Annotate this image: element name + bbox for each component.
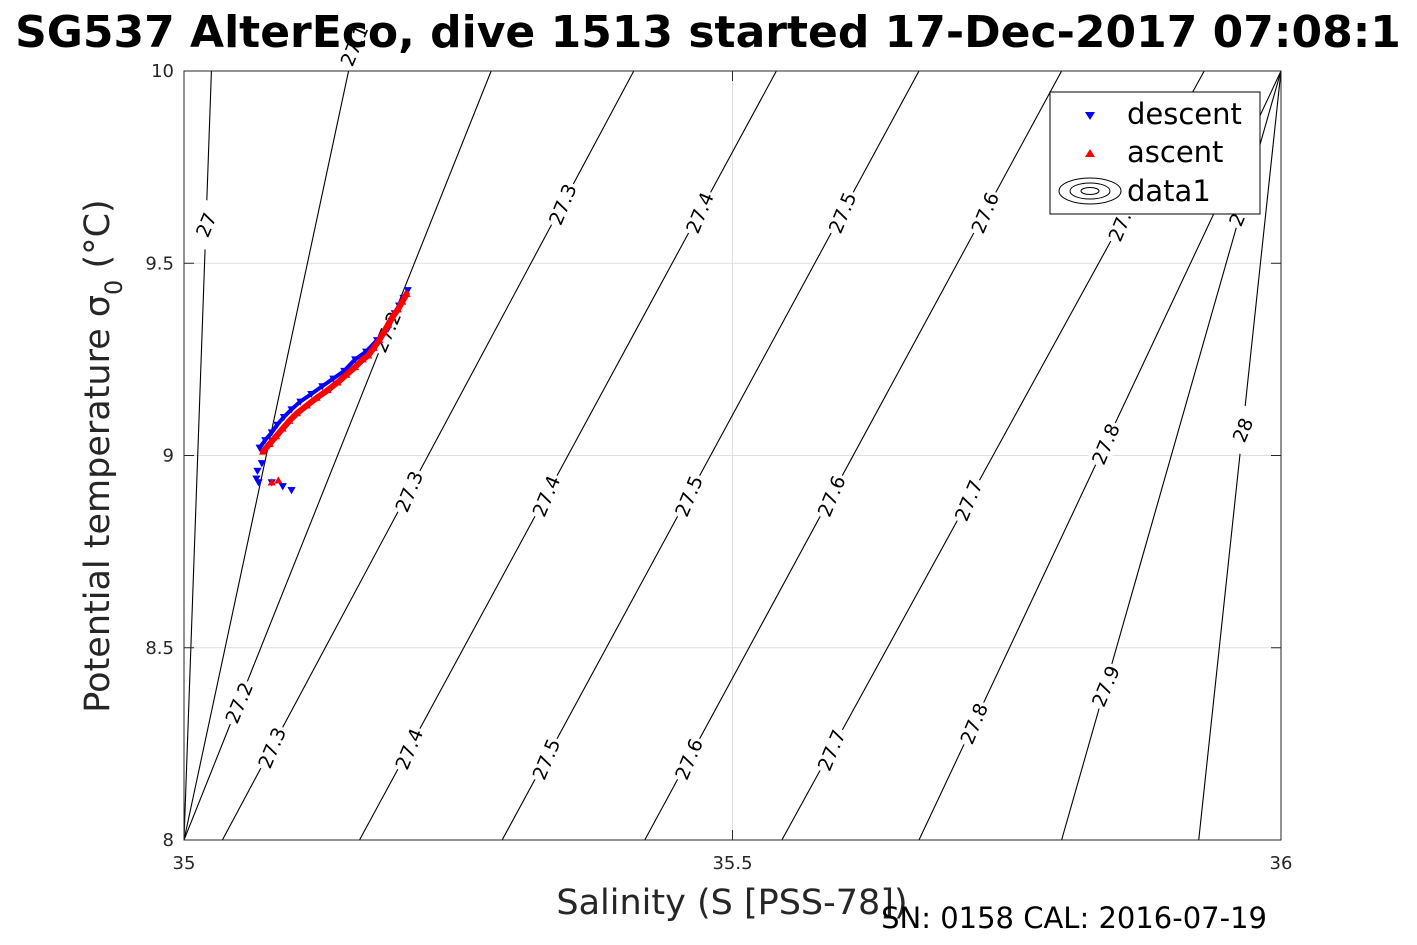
contour-line-28 xyxy=(1198,71,1281,840)
y-tick-label: 8.5 xyxy=(145,638,174,659)
descent-point xyxy=(253,467,262,475)
contour-label-bg xyxy=(954,698,993,749)
legend-contour-label: data1 xyxy=(1127,174,1211,208)
footer-calibration: SN: 0158 CAL: 2016-07-19 xyxy=(881,901,1267,935)
descent-point xyxy=(287,487,296,495)
legend-ascent-marker xyxy=(1085,149,1095,157)
descent-bottom-cluster xyxy=(252,444,296,495)
contour-label-bg xyxy=(334,19,374,71)
series-ascent xyxy=(258,290,411,486)
descent-point xyxy=(255,444,264,452)
y-axis-label-main: Potential temperature σ xyxy=(78,295,118,713)
legend-ascent-label: ascent xyxy=(1127,135,1223,169)
legend-descent-label: descent xyxy=(1127,97,1242,131)
y-axis-label: Potential temperature σ0 (°C) xyxy=(78,199,128,712)
contour-label-bg xyxy=(389,723,428,775)
legend-descent-marker xyxy=(1085,112,1095,120)
contour-label-bg xyxy=(526,733,566,785)
y-tick-label: 8 xyxy=(163,830,174,851)
contour-label-bg xyxy=(186,199,225,251)
contour-label-bg xyxy=(669,733,708,785)
descent-point xyxy=(254,479,263,487)
contour-label-bg xyxy=(823,187,862,239)
contour-line-27.1 xyxy=(184,71,350,840)
contour-label-bg xyxy=(526,470,566,522)
legend: descent ascent data1 xyxy=(1049,91,1261,215)
density-contours xyxy=(184,71,1281,840)
ascent-point xyxy=(274,476,283,484)
chart-title: SG537 AlterEco, dive 1513 started 17-Dec… xyxy=(15,7,1401,58)
contour-label-bg xyxy=(1086,660,1125,712)
ascent-track xyxy=(259,291,410,455)
y-axis-label-unit: (°C) xyxy=(78,199,118,279)
contour-label-bg xyxy=(543,178,582,230)
contour-label-bg xyxy=(680,187,719,239)
contour-label-bg xyxy=(669,470,708,522)
x-tick-label: 35.5 xyxy=(712,853,752,874)
contour-label-bg xyxy=(949,474,988,526)
descent-point xyxy=(278,483,287,491)
contour-label-bg xyxy=(219,677,258,729)
x-axis-label: Salinity (S [PSS-78]) xyxy=(556,883,907,923)
legend-contour-icon xyxy=(1058,177,1122,205)
y-axis-label-sub: 0 xyxy=(100,280,128,295)
contour-label-bg xyxy=(965,187,1004,239)
contour-line-27 xyxy=(184,71,212,840)
data-series xyxy=(252,287,412,495)
descent-point xyxy=(252,475,261,483)
axis-ticks: 35 35.5 36 8 8.5 9 9.5 10 xyxy=(145,61,1292,874)
x-tick-label: 36 xyxy=(1270,853,1293,874)
ascent-point xyxy=(267,478,276,486)
y-tick-label: 10 xyxy=(151,61,174,82)
contour-label-bg xyxy=(1223,404,1262,456)
contour-label-bg xyxy=(812,470,851,522)
descent-point xyxy=(257,460,266,468)
contour-label-bg xyxy=(1086,418,1125,470)
x-tick-label: 35 xyxy=(173,853,196,874)
y-tick-label: 9 xyxy=(163,446,174,467)
contour-label-bg xyxy=(389,465,428,517)
contour-label-bg xyxy=(252,722,291,774)
contour-label-bg xyxy=(812,724,851,776)
y-tick-label: 9.5 xyxy=(145,253,174,274)
